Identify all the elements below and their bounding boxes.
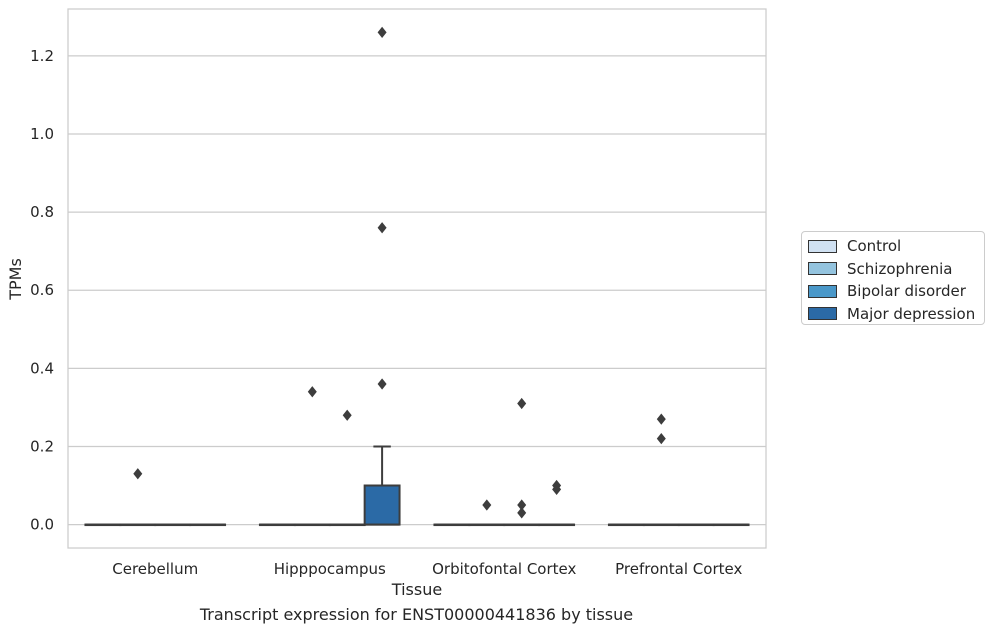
legend-swatch (808, 307, 837, 320)
outlier-point (482, 499, 492, 511)
x-tick-label: Hipppocampus (274, 560, 386, 578)
legend-swatch (808, 239, 837, 253)
outlier-point (517, 507, 527, 519)
chart-caption: Transcript expression for ENST0000044183… (199, 605, 634, 624)
legend-swatch (808, 262, 837, 275)
x-axis-label: Tissue (391, 580, 442, 599)
y-tick-label: 1.0 (30, 125, 54, 143)
legend-label: Major depression (847, 304, 976, 323)
y-tick-label: 0.8 (30, 203, 54, 221)
outlier-point (656, 433, 666, 445)
x-tick-label: Cerebellum (112, 560, 198, 578)
outlier-point (377, 26, 387, 39)
legend-item: Schizophrenia (808, 259, 952, 279)
y-tick-label: 0.4 (30, 359, 54, 377)
outlier-point (133, 468, 143, 480)
legend-label: Schizophrenia (847, 259, 953, 278)
x-tick-labels: Cerebellum Hipppocampus Orbitofontal Corte… (112, 560, 742, 578)
legend-label: Control (847, 237, 902, 255)
box (363, 484, 401, 526)
y-tick-label: 0.2 (30, 437, 54, 455)
legend-item: Bipolar disorder (808, 281, 966, 301)
y-tick-label: 0.6 (30, 281, 54, 299)
outlier-point (342, 409, 352, 421)
y-tick-label: 0.0 (30, 516, 54, 534)
legend-item: Major depression (808, 304, 975, 324)
outlier-point (517, 499, 527, 511)
outlier-point (656, 413, 666, 425)
box-plot-boxes (84, 445, 750, 527)
outlier-point (377, 378, 387, 390)
grid-lines (68, 55, 766, 526)
outlier-point (517, 397, 527, 410)
x-tick-label: Orbitofontal Cortex (432, 560, 576, 578)
plot-area-frame (67, 8, 767, 549)
legend-item: Control (808, 236, 901, 256)
legend-label: Bipolar disorder (847, 282, 966, 300)
outlier-point (552, 483, 562, 496)
legend: Control Schizophrenia Bipolar disorder Majo… (801, 231, 985, 325)
x-tick-label: Prefrontal Cortex (615, 560, 742, 578)
outlier-point (377, 222, 387, 234)
outlier-point (307, 386, 317, 398)
outlier-points (133, 26, 666, 519)
y-tick-label: 1.2 (30, 47, 54, 65)
y-tick-labels: 0.0 0.2 0.4 0.6 0.8 1.0 1.2 (30, 47, 54, 534)
y-axis-label: TPMs (6, 258, 25, 301)
legend-swatch (808, 284, 837, 298)
